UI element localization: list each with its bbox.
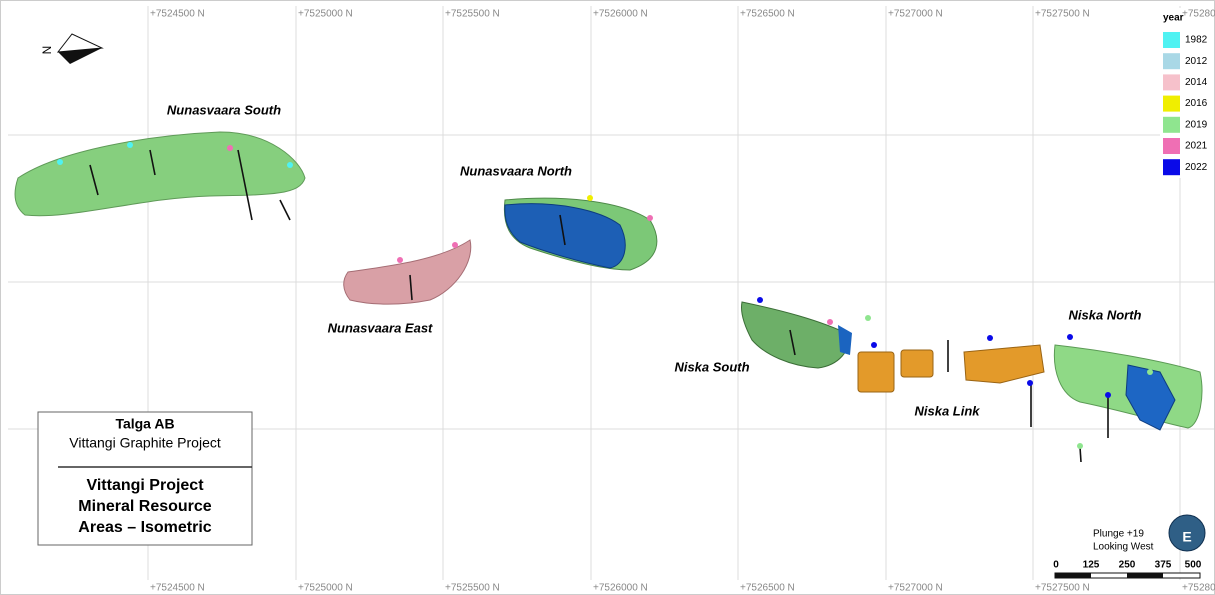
legend-label: 2014 bbox=[1185, 77, 1208, 88]
grid-label: +7527500 N bbox=[1035, 9, 1090, 20]
scale-label: 500 bbox=[1185, 560, 1202, 571]
grid-label: +7526500 N bbox=[740, 583, 795, 594]
grid-label: +7524500 N bbox=[150, 583, 205, 594]
drill-holes bbox=[57, 142, 1153, 463]
area-label: Niska South bbox=[674, 359, 749, 374]
heading: Vittangi Project bbox=[86, 477, 204, 494]
grid-label: +75280 bbox=[1182, 9, 1215, 20]
compass-ball bbox=[1168, 514, 1206, 552]
legend-swatch bbox=[1163, 138, 1180, 154]
legend-title: year bbox=[1163, 13, 1184, 24]
legend-swatch bbox=[1163, 95, 1180, 112]
compass-label: E bbox=[1182, 529, 1191, 545]
grid-label: +7527000 N bbox=[888, 9, 943, 20]
looking: Looking West bbox=[1093, 542, 1154, 553]
grid-label: +7527000 N bbox=[888, 583, 943, 594]
grid-label: +7526000 N bbox=[593, 583, 648, 594]
legend-label: 2022 bbox=[1185, 162, 1208, 173]
legend-label: 1982 bbox=[1185, 35, 1208, 46]
north-label: N bbox=[40, 46, 54, 55]
legend-swatch bbox=[1163, 159, 1180, 176]
grid-label: +7526000 N bbox=[593, 9, 648, 20]
scale-label: 375 bbox=[1155, 560, 1172, 571]
grid-label: +7526500 N bbox=[740, 9, 795, 20]
north-arrow bbox=[56, 33, 104, 64]
legend-swatch bbox=[1163, 32, 1180, 48]
legend-label: 2012 bbox=[1185, 56, 1208, 67]
area-label: Nunasvaara East bbox=[328, 320, 433, 335]
grid-label: +7527500 N bbox=[1035, 583, 1090, 594]
heading: Areas – Isometric bbox=[78, 519, 212, 536]
grid-label: +7525000 N bbox=[298, 9, 353, 20]
area-label: Nunasvaara North bbox=[460, 163, 572, 178]
scale-label: 0 bbox=[1053, 560, 1059, 571]
company: Talga AB bbox=[115, 416, 174, 432]
ore-bodies bbox=[14, 131, 1203, 431]
project: Vittangi Graphite Project bbox=[69, 435, 221, 451]
legend-label: 2016 bbox=[1185, 98, 1208, 109]
legend-swatch bbox=[1163, 53, 1180, 70]
plunge: Plunge +19 bbox=[1093, 529, 1144, 540]
heading: Mineral Resource bbox=[78, 498, 211, 515]
scale-label: 125 bbox=[1083, 560, 1100, 571]
grid-label: +7525500 N bbox=[445, 583, 500, 594]
area-label: Niska Link bbox=[914, 403, 980, 418]
grid-label: +7524500 N bbox=[150, 9, 205, 20]
grid-label: +7525500 N bbox=[445, 9, 500, 20]
title-box bbox=[37, 411, 253, 546]
area-label: Niska North bbox=[1069, 307, 1142, 322]
scale-label: 250 bbox=[1119, 560, 1136, 571]
legend-label: 2021 bbox=[1185, 141, 1208, 152]
legend-swatch bbox=[1163, 74, 1180, 91]
grid-label: +75280 bbox=[1182, 583, 1215, 594]
legend-label: 2019 bbox=[1185, 119, 1208, 130]
area-label: Nunasvaara South bbox=[167, 102, 281, 117]
legend-swatch bbox=[1163, 116, 1180, 133]
scale-bar bbox=[1054, 572, 1201, 579]
grid-label: +7525000 N bbox=[298, 583, 353, 594]
